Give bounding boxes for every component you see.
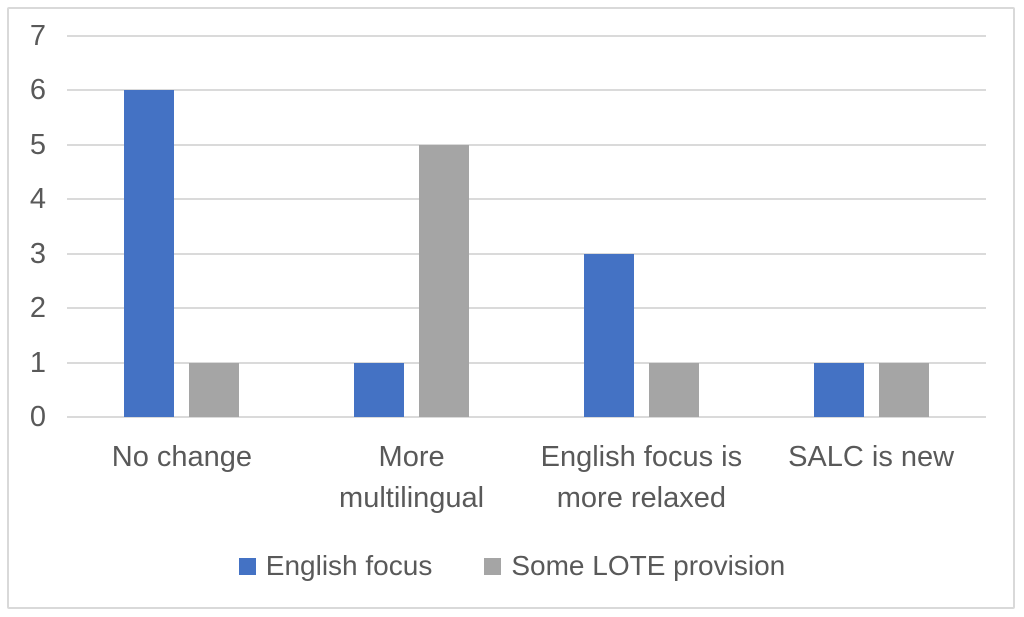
- legend-label: Some LOTE provision: [511, 550, 786, 581]
- bar-some-lote-provision-salc-is-new: [878, 362, 929, 417]
- bar-english-focus-salc-is-new: [813, 362, 864, 417]
- legend-swatch-some-lote-provision: [484, 557, 502, 575]
- bar-english-focus-no-change: [124, 90, 175, 417]
- bar-some-lote-provision-no-change: [189, 362, 240, 417]
- bar-some-lote-provision-more-multilingual: [419, 144, 470, 417]
- y-axis-tick-label: 0: [29, 401, 46, 433]
- plot-area: [67, 35, 986, 418]
- gridline-y-1: [67, 361, 986, 364]
- x-axis-category-label-line: more relaxed: [556, 482, 727, 514]
- gridline-y-0: [67, 416, 986, 418]
- x-axis-category-label-no-change: No change: [67, 437, 297, 478]
- x-axis-category-label-line: No change: [111, 441, 253, 473]
- y-axis-tick-label: 1: [29, 346, 46, 379]
- y-axis-tick-label: 2: [29, 292, 46, 325]
- bar-some-lote-provision-english-focus-is-more-relaxed: [648, 362, 699, 417]
- legend: English focus Some LOTE provision: [0, 549, 1024, 583]
- gridline-y-5: [67, 143, 986, 146]
- y-axis-tick-label: 7: [29, 20, 46, 52]
- legend-item-some-lote-provision: Some LOTE provision: [484, 550, 785, 582]
- x-axis-category-label-salc-is-new: SALC is new: [756, 437, 986, 478]
- y-axis-tick-label: 3: [29, 237, 46, 270]
- gridline-y-2: [67, 307, 986, 310]
- x-axis-category-label-line: English focus is: [540, 441, 743, 473]
- x-axis-category-label-line: multilingual: [339, 482, 485, 514]
- legend-item-english-focus: English focus: [238, 550, 433, 582]
- gridline-y-4: [67, 198, 986, 201]
- legend-swatch-english-focus: [238, 557, 256, 575]
- x-axis-category-label-more-multilingual: More multilingual: [297, 437, 527, 519]
- y-axis-tick-label: 6: [29, 74, 46, 107]
- gridline-y-7: [67, 35, 986, 37]
- gridline-y-6: [67, 89, 986, 92]
- y-axis-tick-label: 4: [29, 183, 46, 216]
- bar-english-focus-english-focus-is-more-relaxed: [583, 253, 634, 417]
- gridline-y-3: [67, 252, 986, 255]
- x-axis-category-label-english-focus-is-more-relaxed: English focus is more relaxed: [526, 437, 756, 519]
- x-axis-category-label-line: More: [378, 441, 445, 473]
- bar-english-focus-more-multilingual: [354, 362, 405, 417]
- y-axis-tick-label: 5: [29, 128, 46, 161]
- legend-label: English focus: [265, 550, 433, 581]
- x-axis-category-label-line: SALC is new: [788, 441, 955, 473]
